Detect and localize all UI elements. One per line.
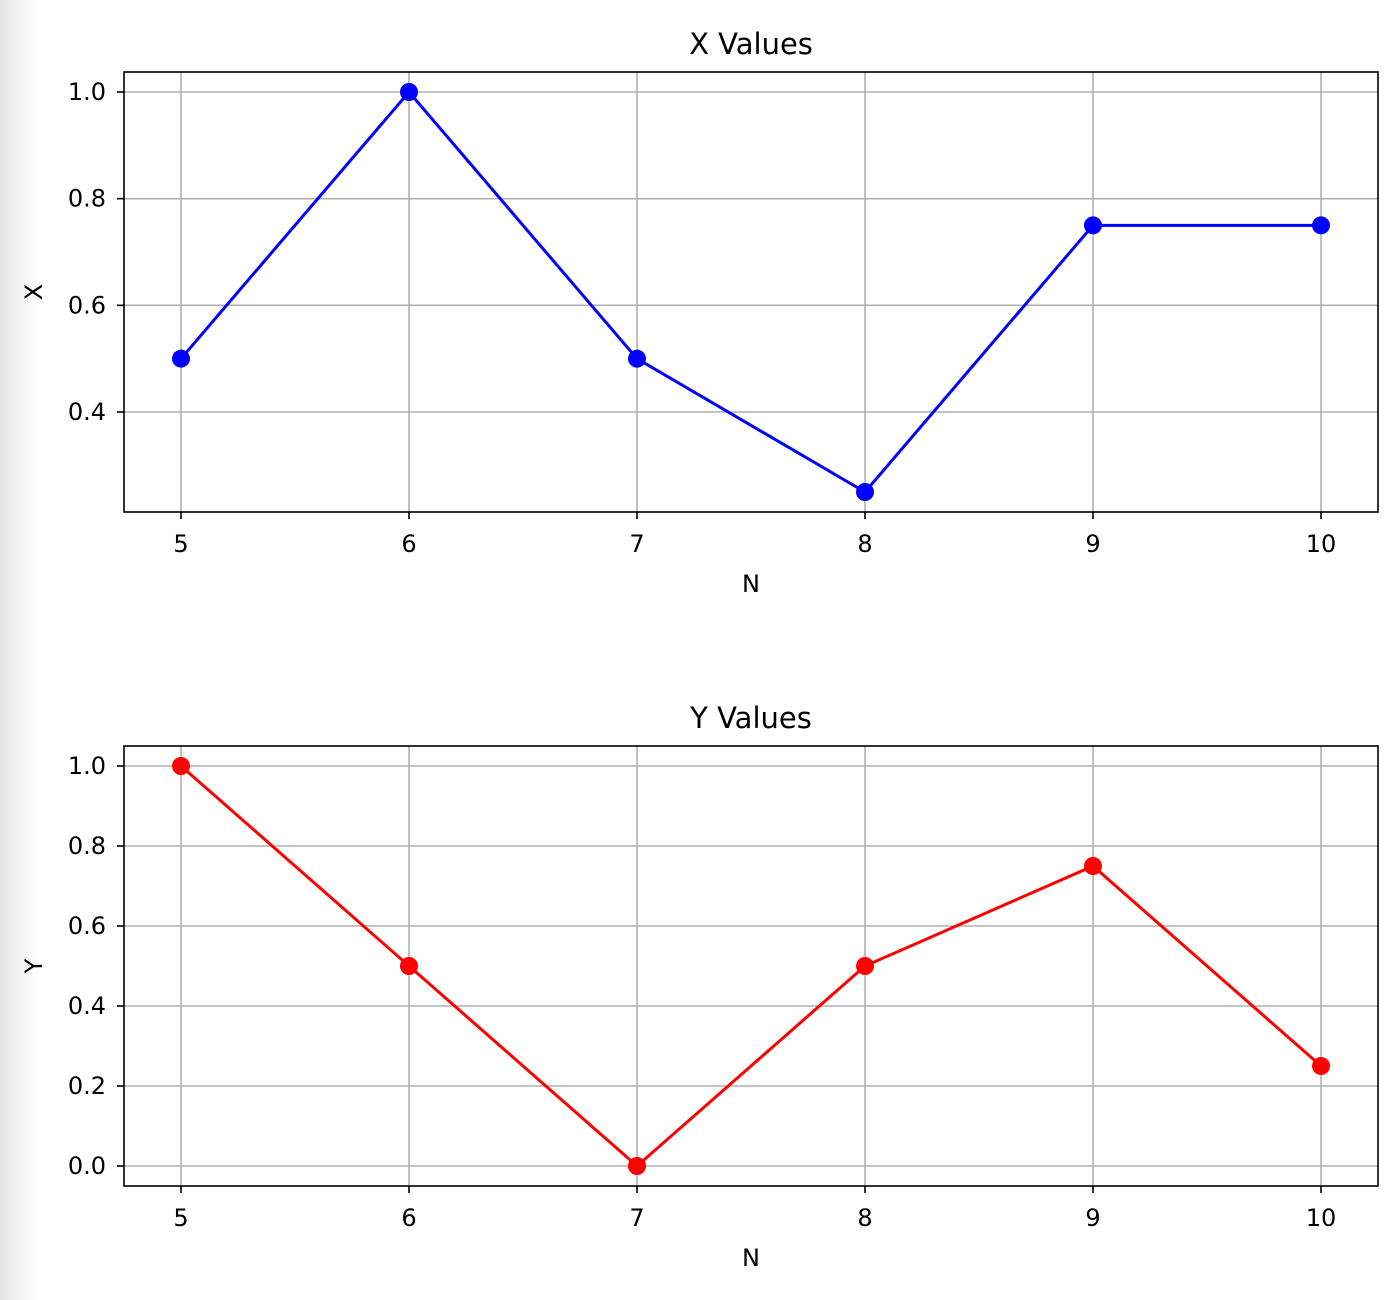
y-tick-label: 1.0 (68, 78, 106, 106)
data-point (1312, 1057, 1330, 1075)
y-axis-label: X (20, 284, 48, 300)
data-point (400, 83, 418, 101)
x-tick-label: 7 (629, 1204, 644, 1232)
data-point (856, 957, 874, 975)
data-point (628, 349, 646, 368)
x-axis: 5 6 7 8 9 10 (173, 512, 1336, 558)
y-axis-label: Y (20, 958, 48, 974)
x-tick-label: 8 (857, 530, 872, 558)
data-point (172, 349, 190, 368)
grid (124, 746, 1378, 1186)
chart-title: X Values (689, 27, 813, 61)
chart-2: 5 6 7 8 9 10 0.0 0.2 0.4 0.6 0.8 1.0 Y Values N Y (20, 701, 1379, 1272)
data-point (400, 957, 418, 975)
y-axis: 0.4 0.6 0.8 1.0 (68, 78, 124, 426)
x-tick-label: 8 (857, 1204, 872, 1232)
y-tick-label: 0.6 (68, 912, 106, 940)
y-tick-label: 0.2 (68, 1072, 106, 1100)
x-tick-label: 5 (173, 530, 188, 558)
x-axis-label: N (742, 570, 760, 598)
series-line (179, 90, 1321, 494)
x-tick-label: 10 (1306, 1204, 1337, 1232)
series-line (180, 764, 1322, 1168)
x-tick-label: 6 (401, 1204, 416, 1232)
chart-1: 5 6 7 8 9 10 0.4 0.6 0.8 1.0 X Values N X (20, 27, 1379, 598)
x-tick-label: 10 (1306, 530, 1337, 558)
y-tick-label: 0.6 (68, 291, 106, 319)
data-point (856, 483, 874, 501)
series-1 (172, 83, 1330, 501)
data-point (172, 757, 190, 775)
x-axis-label: N (742, 1244, 760, 1272)
grid (124, 72, 1378, 512)
data-point (1084, 857, 1102, 875)
x-tick-label: 7 (629, 530, 644, 558)
plot-frame (123, 745, 1379, 1187)
y-tick-label: 1.0 (68, 752, 106, 780)
y-tick-label: 0.8 (68, 832, 106, 860)
data-point (628, 1157, 646, 1175)
x-tick-label: 9 (1085, 530, 1100, 558)
y-tick-label: 0.4 (68, 992, 106, 1020)
x-tick-label: 6 (401, 530, 416, 558)
plot-frame (123, 71, 1379, 513)
x-tick-label: 5 (173, 1204, 188, 1232)
x-axis: 5 6 7 8 9 10 (173, 1186, 1336, 1232)
data-point (1084, 216, 1102, 235)
y-tick-label: 0.8 (68, 185, 106, 213)
y-tick-label: 0.4 (68, 398, 106, 426)
y-axis: 0.0 0.2 0.4 0.6 0.8 1.0 (68, 752, 124, 1180)
y-tick-label: 0.0 (68, 1152, 106, 1180)
series-1 (172, 757, 1330, 1175)
window-edge-shadow (0, 0, 40, 1300)
chart-title: Y Values (689, 701, 812, 735)
data-point (1312, 216, 1330, 235)
x-tick-label: 9 (1085, 1204, 1100, 1232)
